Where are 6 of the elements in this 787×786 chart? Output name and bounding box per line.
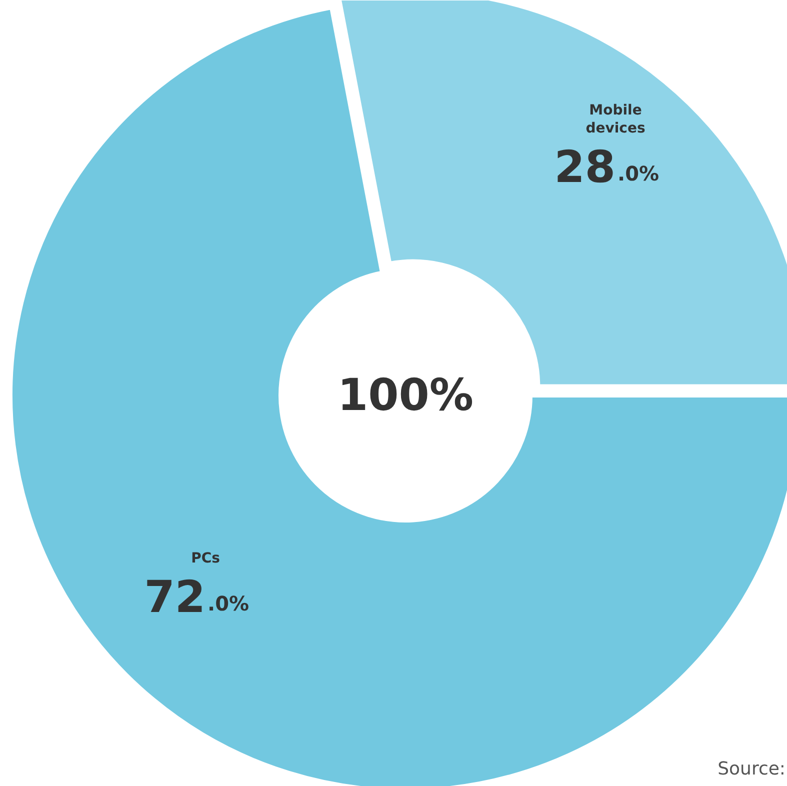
text: 100% (338, 370, 474, 421)
data-label: 72.0% (144, 572, 250, 623)
slice-label: PCs (191, 550, 220, 566)
data-label: 28.0% (554, 142, 660, 193)
slice-label: Mobile devices (586, 102, 646, 136)
source-note: Source: (718, 758, 786, 780)
